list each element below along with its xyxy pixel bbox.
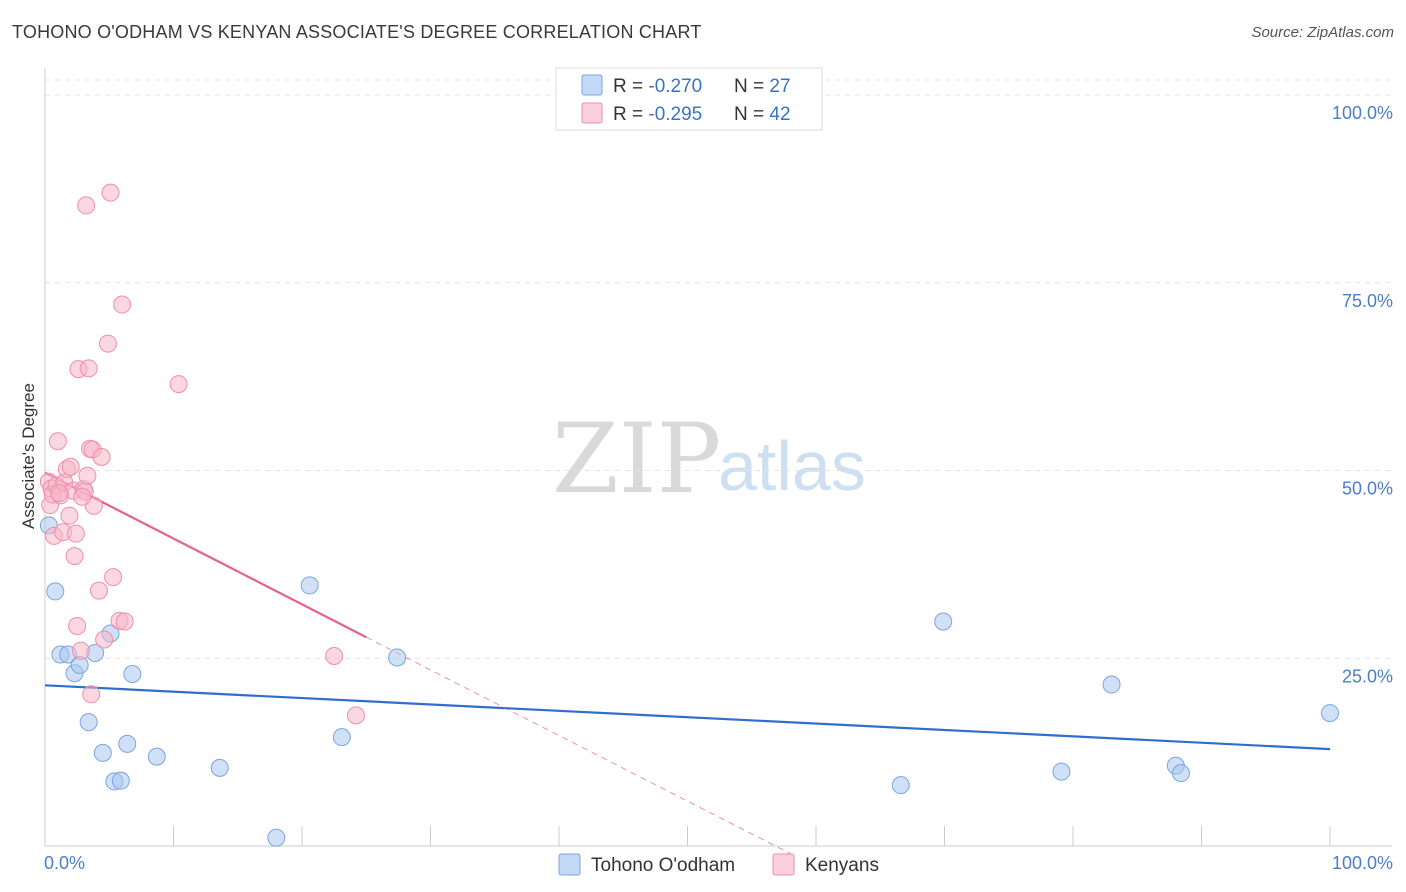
data-point-kenyans xyxy=(68,616,87,635)
data-point-tohono xyxy=(332,728,351,747)
legend-n-value-kenyans: 42 xyxy=(769,104,790,125)
legend-swatch-tohono xyxy=(581,74,603,96)
axes xyxy=(44,68,1392,847)
legend-r-value-kenyans: -0.295 xyxy=(648,104,702,125)
chart-title: TOHONO O'ODHAM VS KENYAN ASSOCIATE'S DEG… xyxy=(12,22,702,42)
legend-r-label-kenyans: R = xyxy=(613,104,648,125)
data-point-tohono xyxy=(300,576,319,595)
legend-r-value-tohono: -0.270 xyxy=(648,76,702,97)
legend-r-label-tohono: R = xyxy=(613,76,648,97)
svg-text:R = -0.270: R = -0.270 xyxy=(613,76,702,97)
trend-line-kenyans-extension xyxy=(366,636,791,854)
data-point-kenyans xyxy=(61,457,80,476)
legend-n-value-tohono: 27 xyxy=(769,76,790,97)
y-tick-label: 75.0% xyxy=(1342,291,1393,311)
data-point-kenyans xyxy=(73,487,92,506)
y-tick-label: 100.0% xyxy=(1332,103,1393,123)
data-point-kenyans xyxy=(79,359,98,378)
source-credit: Source: ZipAtlas.com xyxy=(1251,24,1394,41)
data-point-tohono xyxy=(111,771,130,790)
data-point-tohono xyxy=(934,612,953,631)
data-point-tohono xyxy=(388,648,407,667)
x-tick-label: 0.0% xyxy=(44,853,85,873)
data-point-tohono xyxy=(1102,675,1121,694)
data-point-tohono xyxy=(1321,704,1339,723)
legend-swatch-kenyans xyxy=(581,102,603,124)
watermark-atlas: atlas xyxy=(718,427,866,505)
data-point-kenyans xyxy=(66,524,85,543)
y-tick-label: 50.0% xyxy=(1342,479,1393,499)
legend-bottom-label-tohono: Tohono O'odham xyxy=(591,855,735,876)
legend-bottom-swatch-kenyans xyxy=(772,853,795,876)
legend-bottom-swatch-tohono xyxy=(558,853,581,876)
data-point-kenyans xyxy=(82,685,101,704)
data-point-kenyans xyxy=(71,641,90,660)
data-point-kenyans xyxy=(77,196,96,215)
data-point-kenyans xyxy=(113,295,132,314)
data-point-kenyans xyxy=(101,183,120,202)
watermark-zip: ZIP xyxy=(552,403,721,515)
data-point-kenyans xyxy=(104,568,123,587)
data-point-tohono xyxy=(210,758,229,777)
trend-lines xyxy=(44,471,1331,854)
data-point-kenyans xyxy=(169,375,188,394)
data-point-kenyans xyxy=(115,612,134,631)
data-point-kenyans xyxy=(50,484,69,503)
svg-text:R = -0.295: R = -0.295 xyxy=(613,104,702,125)
data-point-kenyans xyxy=(98,334,117,353)
legend-n-label-tohono: N = xyxy=(734,76,769,97)
data-point-tohono xyxy=(79,713,98,732)
data-point-kenyans xyxy=(78,466,97,485)
gridlines xyxy=(45,79,1392,659)
data-point-tohono xyxy=(891,776,910,795)
series-legend: Tohono O'odham Kenyans xyxy=(558,853,879,876)
legend-n-label-kenyans: N = xyxy=(734,104,769,125)
stats-legend: R = -0.270 N = 27 R = -0.295 N = 42 xyxy=(555,67,823,131)
trend-line-tohono xyxy=(44,684,1331,751)
data-point-tohono xyxy=(1052,762,1071,781)
x-tick-labels: 0.0% 100.0% xyxy=(44,853,1393,873)
data-point-tohono xyxy=(118,734,137,753)
data-points xyxy=(39,183,1339,847)
svg-text:N = 42: N = 42 xyxy=(734,104,791,125)
data-point-tohono xyxy=(147,747,166,766)
svg-text:N = 27: N = 27 xyxy=(734,76,791,97)
data-point-kenyans xyxy=(95,630,114,649)
data-point-kenyans xyxy=(346,706,365,725)
data-point-kenyans xyxy=(89,581,108,600)
y-axis-title: Associate's Degree xyxy=(19,383,38,529)
data-point-tohono xyxy=(1171,764,1190,783)
y-tick-labels: 25.0% 50.0% 75.0% 100.0% xyxy=(1332,103,1393,686)
x-tick-label: 100.0% xyxy=(1332,853,1393,873)
y-tick-label: 25.0% xyxy=(1342,666,1393,686)
data-point-kenyans xyxy=(65,547,84,566)
data-point-tohono xyxy=(46,582,65,601)
data-point-tohono xyxy=(93,743,112,762)
data-point-tohono xyxy=(123,665,142,684)
data-point-tohono xyxy=(267,828,286,847)
legend-bottom-label-kenyans: Kenyans xyxy=(805,855,879,876)
data-point-kenyans xyxy=(60,506,79,525)
data-point-kenyans xyxy=(325,647,344,666)
data-point-kenyans xyxy=(48,432,67,451)
data-point-kenyans xyxy=(92,447,111,466)
